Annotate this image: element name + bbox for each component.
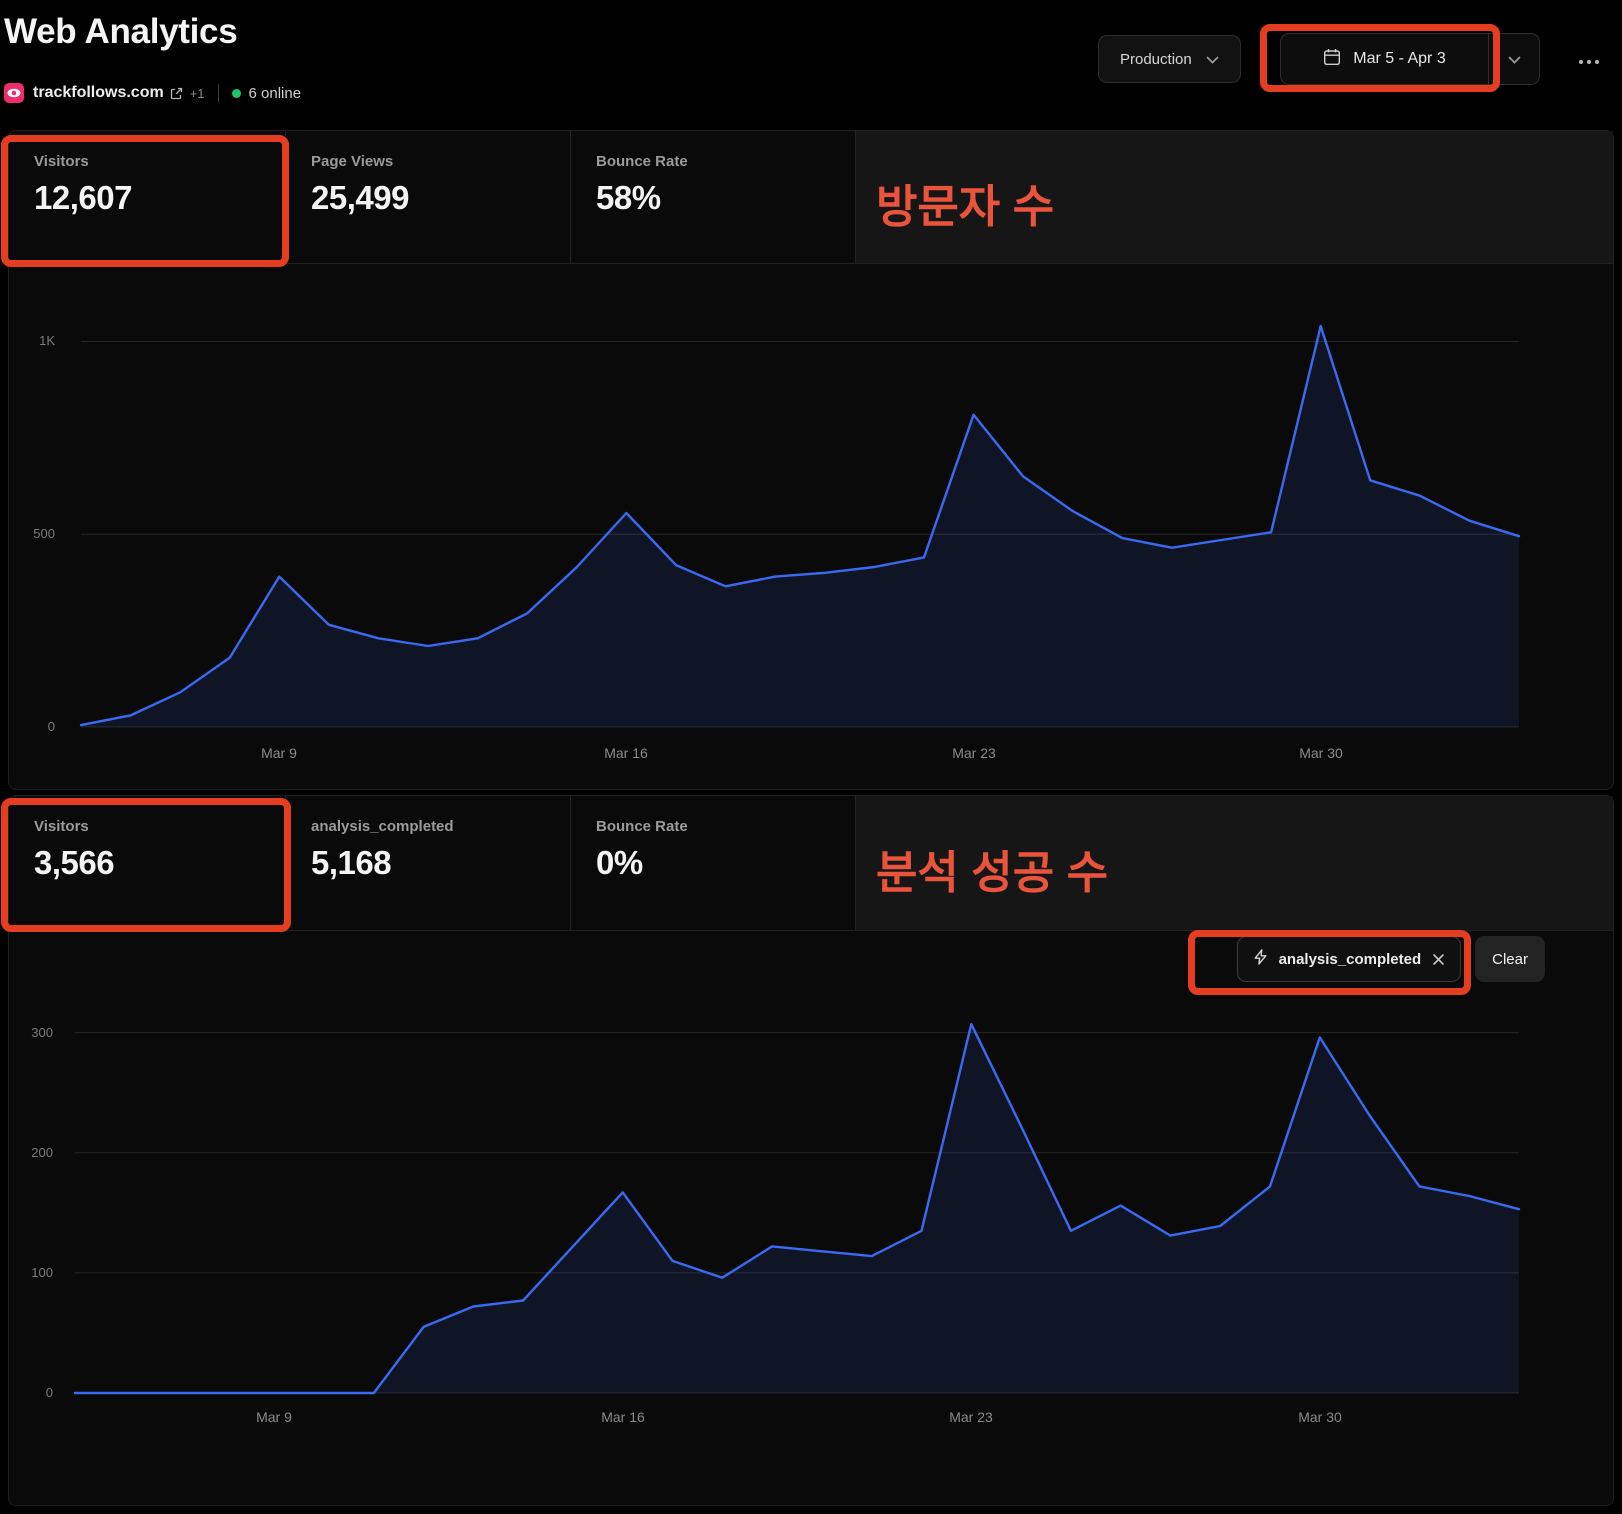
stat-value: 25,499 [311,179,409,216]
stat-label: Visitors [34,818,89,835]
stat-analysis-completed[interactable]: analysis_completed 5,168 [286,796,571,930]
chevron-down-icon [1508,52,1521,67]
site-extra-count[interactable]: +1 [189,85,205,101]
annotation-text-analysis: 분석 성공 수 [876,846,1109,898]
event-chart[interactable] [73,1011,1521,1395]
event-chart-x-axis: Mar 9 Mar 16 Mar 23 Mar 30 [256,1409,1342,1425]
date-range-picker: Mar 5 - Apr 3 [1280,33,1540,85]
site-domain-link[interactable]: trackfollows.com [33,84,164,101]
external-link-icon[interactable] [170,87,183,100]
site-favicon-icon [4,83,24,103]
stat-value: 5,168 [311,844,392,881]
page-title: Web Analytics [4,12,238,51]
lightning-icon [1253,948,1268,970]
visitors-chart[interactable] [79,301,1521,728]
online-count: 6 online [248,84,302,102]
stat-label: Page Views [311,153,394,170]
event-filter-chip[interactable]: analysis_completed [1236,936,1462,982]
ellipsis-icon [1578,53,1600,68]
online-status-dot [231,88,241,98]
stat-value: 0% [596,844,643,881]
stat-value: 58% [596,179,661,216]
more-menu-button[interactable] [1566,41,1612,79]
stat-bounce-rate[interactable]: Bounce Rate 58% [571,131,856,263]
visitors-panel: Visitors 12,607 Page Views 25,499 Bounce… [8,130,1614,790]
stat-label: Bounce Rate [596,818,688,835]
chevron-down-icon [1206,51,1219,68]
stat-value: 12,607 [34,179,132,216]
stat-label: Bounce Rate [596,153,688,170]
divider [217,84,219,102]
remove-filter-icon[interactable] [1432,953,1445,966]
stat-bounce-rate-filtered[interactable]: Bounce Rate 0% [571,796,856,930]
date-range-expand-button[interactable] [1489,34,1539,84]
annotation-area-analysis: 분석 성공 수 [856,796,1613,930]
visitors-chart-x-axis: Mar 9 Mar 16 Mar 23 Mar 30 [261,745,1343,761]
annotation-area-visitors: 방문자 수 [856,131,1613,263]
clear-filters-button[interactable]: Clear [1475,936,1545,982]
stat-visitors[interactable]: Visitors 12,607 [9,131,286,263]
calendar-icon [1323,48,1341,71]
annotation-text-visitors: 방문자 수 [876,180,1055,232]
visitors-chart-y-axis: 0 500 1K [33,333,55,734]
date-range-label: Mar 5 - Apr 3 [1353,50,1446,67]
filter-row: analysis_completed Clear [1236,936,1545,982]
environment-label: Production [1120,50,1192,68]
filter-chip-label: analysis_completed [1278,950,1422,968]
stat-visitors-filtered[interactable]: Visitors 3,566 [9,796,286,930]
stat-label: Visitors [34,153,89,170]
stats-row-visitors: Visitors 12,607 Page Views 25,499 Bounce… [9,131,1613,264]
event-filtered-panel: Visitors 3,566 analysis_completed 5,168 … [8,795,1614,1506]
stat-page-views[interactable]: Page Views 25,499 [286,131,571,263]
site-row: trackfollows.com +1 6 online [4,81,301,105]
date-range-button[interactable]: Mar 5 - Apr 3 [1281,34,1489,84]
stats-row-event: Visitors 3,566 analysis_completed 5,168 … [9,796,1613,931]
stat-label: analysis_completed [311,818,454,835]
environment-select-button[interactable]: Production [1098,35,1241,83]
event-chart-y-axis: 0 100 200 300 [31,1025,53,1400]
stat-value: 3,566 [34,844,115,881]
